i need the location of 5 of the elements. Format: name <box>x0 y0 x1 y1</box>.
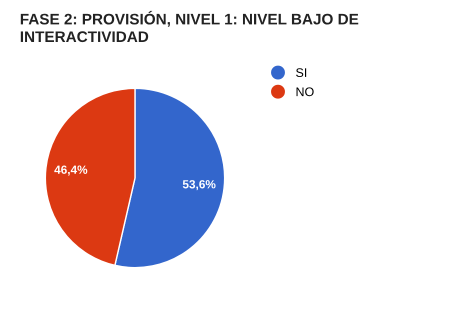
legend-label: SI <box>296 68 306 78</box>
legend-label: NO <box>296 87 314 96</box>
data-label: 53,6% <box>182 180 216 190</box>
chart-title: FASE 2: PROVISIÓN, NIVEL 1: NIVEL BAJO DE INTERACTIVIDAD <box>20 10 358 42</box>
data-label: 46,4% <box>54 166 88 176</box>
